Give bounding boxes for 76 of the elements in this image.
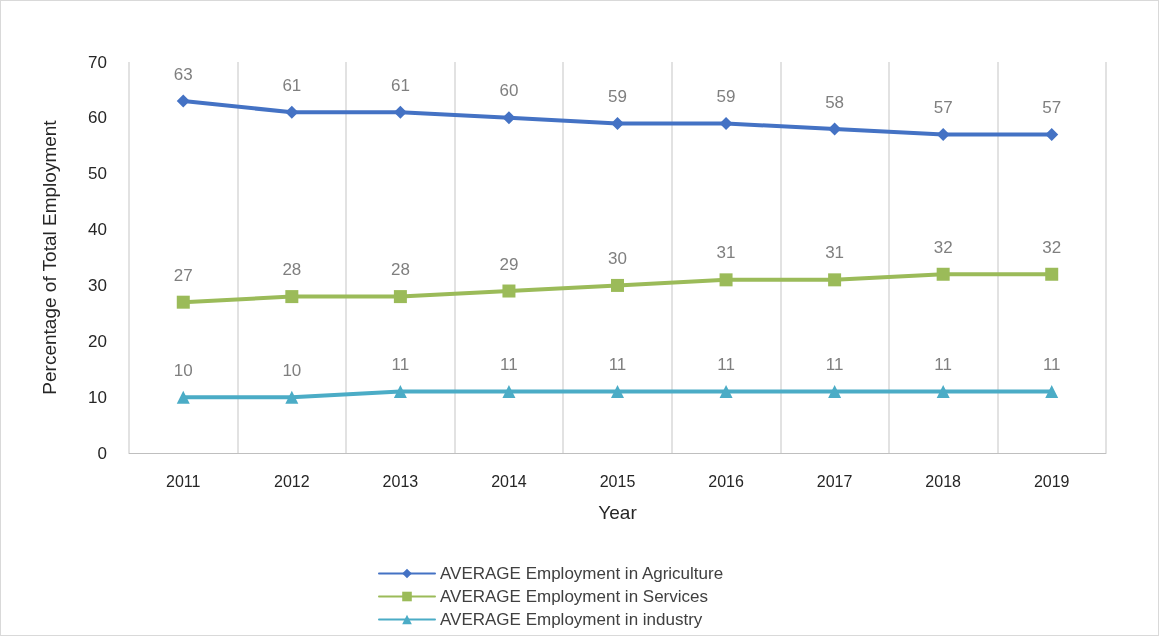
point: [936, 267, 950, 281]
data-label: 59: [716, 86, 736, 106]
legend-label: AVERAGE Employment in industry: [440, 610, 703, 629]
x-tick-label: 2018: [925, 472, 962, 490]
point: [828, 385, 842, 399]
data-label: 11: [825, 355, 844, 375]
y-tick-label: 20: [88, 331, 107, 351]
x-tick-label: 2011: [166, 472, 201, 490]
point: [285, 105, 299, 119]
point: [828, 122, 842, 136]
data-label: 32: [1042, 237, 1062, 257]
data-label: 11: [934, 355, 952, 375]
x-axis-title: Year: [598, 502, 638, 523]
data-label: 59: [608, 86, 627, 106]
data-label: 61: [390, 75, 410, 95]
data-label: 57: [933, 98, 953, 118]
y-tick-label: 40: [88, 220, 107, 240]
data-label: 31: [825, 243, 845, 263]
point: [393, 290, 407, 304]
x-tick-label: 2014: [491, 472, 527, 490]
point: [611, 278, 624, 292]
point: [611, 116, 624, 130]
point: [176, 94, 190, 108]
data-label: 30: [608, 248, 627, 268]
point: [936, 128, 950, 142]
point: [828, 273, 842, 287]
x-tick-label: 2013: [382, 472, 419, 490]
data-label: 61: [282, 75, 302, 95]
point: [611, 385, 624, 399]
data-label: 32: [933, 237, 953, 257]
data-label: 11: [500, 355, 518, 375]
y-tick-label: 30: [88, 275, 107, 295]
y-axis-title: Percentage of Total Employment: [39, 119, 60, 395]
data-label: 10: [173, 360, 193, 380]
y-tick-label: 70: [88, 52, 107, 72]
point: [393, 105, 407, 119]
data-label: 60: [499, 81, 519, 101]
point: [936, 385, 950, 399]
data-label: 11: [608, 355, 627, 375]
point: [502, 111, 516, 125]
y-tick-label: 0: [97, 443, 107, 463]
data-label: 58: [825, 92, 845, 112]
x-tick-label: 2017: [816, 472, 853, 490]
point: [719, 116, 733, 130]
point: [502, 385, 516, 399]
y-tick-label: 50: [88, 164, 107, 184]
data-label: 29: [499, 254, 519, 274]
legend-label: AVERAGE Employment in Services: [440, 587, 708, 606]
data-label: 28: [282, 260, 302, 280]
data-label: 28: [390, 260, 410, 280]
point: [1045, 385, 1059, 399]
point: [285, 390, 299, 404]
y-tick-label: 60: [88, 108, 107, 128]
x-tick-label: 2019: [1033, 472, 1070, 490]
point: [719, 273, 733, 287]
point: [176, 390, 190, 404]
point: [393, 385, 407, 399]
y-tick-label: 10: [88, 387, 107, 407]
x-tick-label: 2016: [708, 472, 744, 490]
point: [1045, 267, 1059, 281]
x-tick-label: 2012: [274, 472, 310, 490]
point: [176, 295, 190, 309]
data-label: 27: [173, 265, 193, 285]
data-label: 57: [1042, 98, 1062, 118]
data-label: 63: [173, 64, 193, 84]
point: [1045, 128, 1059, 142]
x-tick-label: 2015: [599, 472, 636, 490]
legend-label: AVERAGE Employment in Agriculture: [440, 564, 724, 583]
data-label: 11: [1042, 355, 1061, 375]
point: [502, 284, 516, 298]
point: [285, 290, 299, 304]
data-label: 11: [391, 355, 410, 375]
point: [719, 385, 733, 399]
data-label: 10: [282, 360, 302, 380]
data-label: 31: [716, 243, 736, 263]
data-label: 11: [717, 355, 735, 375]
